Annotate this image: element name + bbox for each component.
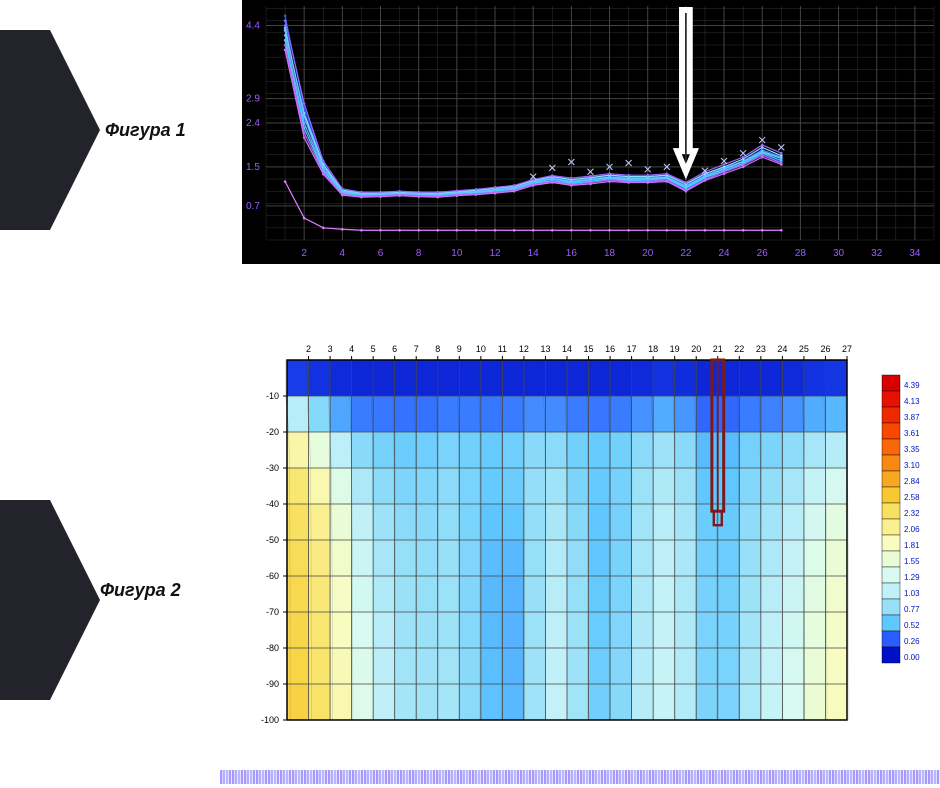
svg-text:12: 12	[519, 344, 529, 354]
svg-text:2.32: 2.32	[904, 509, 920, 518]
svg-text:13: 13	[540, 344, 550, 354]
svg-text:9: 9	[457, 344, 462, 354]
svg-text:28: 28	[795, 248, 807, 259]
svg-text:14: 14	[562, 344, 572, 354]
chart-2-heatmap: 2345678910111213141516171819202122232425…	[242, 335, 940, 735]
svg-text:-100: -100	[261, 715, 279, 725]
svg-text:3.61: 3.61	[904, 429, 920, 438]
svg-text:24: 24	[718, 248, 730, 259]
svg-text:2.9: 2.9	[246, 94, 260, 105]
svg-text:12: 12	[489, 248, 501, 259]
svg-text:3.35: 3.35	[904, 445, 920, 454]
svg-text:8: 8	[435, 344, 440, 354]
svg-text:0.00: 0.00	[904, 653, 920, 662]
svg-text:26: 26	[820, 344, 830, 354]
svg-text:25: 25	[799, 344, 809, 354]
svg-text:-70: -70	[266, 607, 279, 617]
svg-text:2: 2	[301, 248, 307, 259]
svg-text:0.52: 0.52	[904, 621, 920, 630]
svg-text:-10: -10	[266, 391, 279, 401]
svg-text:0.7: 0.7	[246, 201, 260, 212]
svg-text:3.10: 3.10	[904, 461, 920, 470]
svg-text:34: 34	[909, 248, 921, 259]
chart-1-line: 2468101214161820222426283032340.71.52.42…	[242, 0, 940, 264]
svg-text:23: 23	[756, 344, 766, 354]
figure-1-label: Фигура 1	[105, 120, 186, 141]
figure-2-label: Фигура 2	[100, 580, 181, 601]
svg-text:11: 11	[498, 344, 507, 354]
svg-text:4.13: 4.13	[904, 397, 920, 406]
svg-text:16: 16	[605, 344, 615, 354]
svg-text:5: 5	[371, 344, 376, 354]
nav-arrow-1	[0, 30, 50, 230]
svg-text:-80: -80	[266, 643, 279, 653]
svg-text:32: 32	[871, 248, 883, 259]
svg-text:10: 10	[451, 248, 463, 259]
svg-text:15: 15	[584, 344, 594, 354]
svg-text:10: 10	[476, 344, 486, 354]
svg-text:21: 21	[713, 344, 723, 354]
svg-text:26: 26	[757, 248, 769, 259]
svg-text:6: 6	[378, 248, 384, 259]
svg-text:30: 30	[833, 248, 845, 259]
svg-text:18: 18	[648, 344, 658, 354]
separator-strip	[220, 770, 940, 784]
svg-text:2.84: 2.84	[904, 477, 920, 486]
svg-text:-30: -30	[266, 463, 279, 473]
nav-arrow-2	[0, 500, 50, 700]
svg-text:-60: -60	[266, 571, 279, 581]
svg-text:16: 16	[566, 248, 578, 259]
svg-text:1.29: 1.29	[904, 573, 920, 582]
svg-text:4: 4	[349, 344, 354, 354]
svg-text:20: 20	[642, 248, 654, 259]
svg-text:4: 4	[340, 248, 346, 259]
svg-text:-40: -40	[266, 499, 279, 509]
svg-text:1.03: 1.03	[904, 589, 920, 598]
svg-text:22: 22	[734, 344, 744, 354]
svg-text:19: 19	[670, 344, 680, 354]
svg-text:22: 22	[680, 248, 692, 259]
chart-2-svg: 2345678910111213141516171819202122232425…	[242, 335, 940, 735]
svg-text:1.81: 1.81	[904, 541, 920, 550]
svg-text:8: 8	[416, 248, 422, 259]
svg-text:3: 3	[328, 344, 333, 354]
svg-text:-20: -20	[266, 427, 279, 437]
svg-text:2.4: 2.4	[246, 118, 260, 129]
svg-text:17: 17	[627, 344, 637, 354]
svg-text:0.26: 0.26	[904, 637, 920, 646]
svg-text:-90: -90	[266, 679, 279, 689]
svg-text:4.4: 4.4	[246, 21, 260, 32]
svg-text:3.87: 3.87	[904, 413, 920, 422]
svg-text:0.77: 0.77	[904, 605, 920, 614]
chart-1-svg: 2468101214161820222426283032340.71.52.42…	[244, 2, 938, 262]
svg-text:7: 7	[414, 344, 419, 354]
svg-text:2.58: 2.58	[904, 493, 920, 502]
svg-text:2.06: 2.06	[904, 525, 920, 534]
svg-text:-50: -50	[266, 535, 279, 545]
svg-text:2: 2	[306, 344, 311, 354]
svg-text:1.55: 1.55	[904, 557, 920, 566]
svg-text:4.39: 4.39	[904, 381, 920, 390]
svg-text:27: 27	[842, 344, 852, 354]
svg-text:6: 6	[392, 344, 397, 354]
svg-text:18: 18	[604, 248, 616, 259]
svg-text:24: 24	[777, 344, 787, 354]
svg-text:20: 20	[691, 344, 701, 354]
svg-text:14: 14	[528, 248, 540, 259]
svg-text:1.5: 1.5	[246, 162, 260, 173]
